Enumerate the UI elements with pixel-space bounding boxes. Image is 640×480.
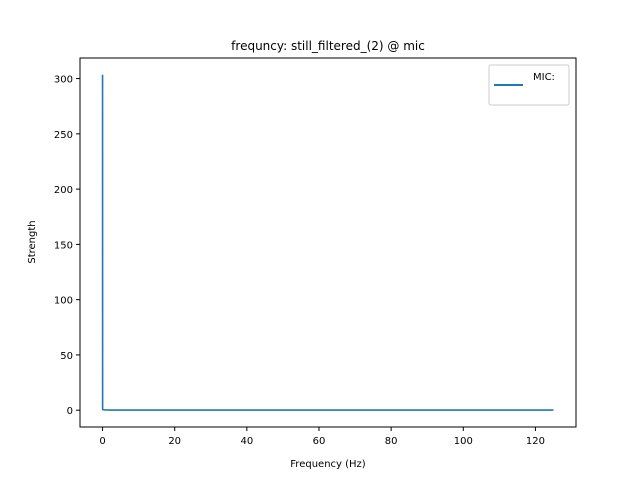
legend[interactable]: MIC: [488,64,570,106]
y-tick-label: 100 [54,296,73,307]
legend-box [488,64,570,106]
plot-area [101,74,554,411]
series-line-0 [101,74,554,411]
y-axis-label: Strength [27,220,38,263]
x-tick-label: 60 [313,436,326,447]
y-tick-label: 300 [54,75,73,86]
x-tick-label: 120 [526,436,545,447]
x-tick-label: 80 [385,436,398,447]
y-tick-label: 250 [54,130,73,141]
x-tick-label: 20 [168,436,181,447]
axes-frame [79,57,577,428]
y-tick-label: 200 [54,185,73,196]
x-tick-label: 40 [240,436,253,447]
x-axis-label: Frequency (Hz) [290,459,366,470]
x-axis: 0 20 40 60 80 100 120 [99,427,545,447]
y-tick-label: 0 [67,406,73,417]
y-tick-label: 50 [60,351,73,362]
chart-title: frequncy: still_filtered_(2) @ mic [231,39,425,53]
legend-label: MIC: [533,72,555,83]
y-axis: 0 50 100 150 200 250 300 [54,75,80,417]
y-tick-label: 150 [54,240,73,251]
x-tick-label: 0 [99,436,105,447]
x-tick-label: 100 [454,436,473,447]
